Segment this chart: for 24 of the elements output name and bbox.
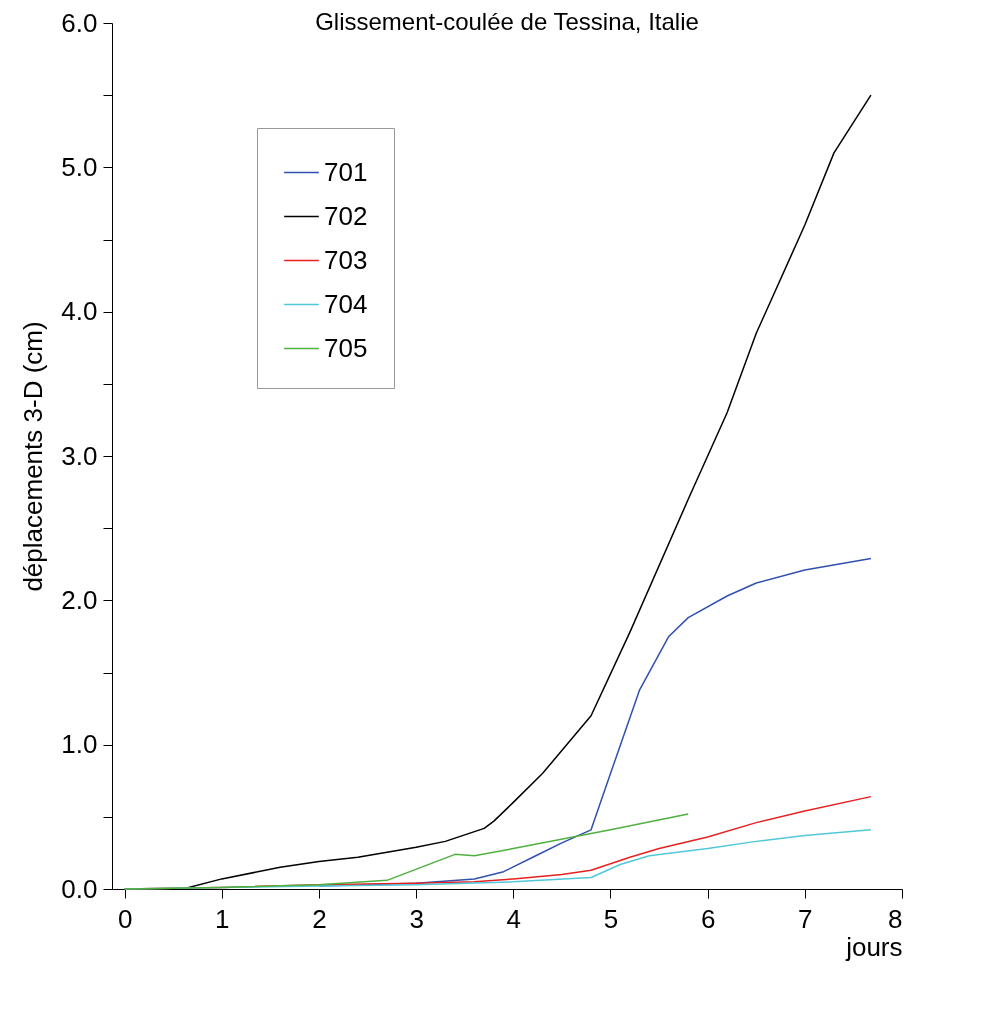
legend-label: 701 [324,156,368,187]
y-tick-label: 0.0 [61,873,98,904]
y-tick-label: 6.0 [61,7,98,38]
x-tick-label: 2 [312,903,327,934]
x-tick-label: 5 [603,903,619,934]
legend-label: 704 [324,288,368,319]
legend-label: 705 [324,332,368,363]
x-tick-label: 0 [117,903,133,934]
chart-title: Glissement-coulée de Tessina, Italie [315,8,699,35]
y-tick-label: 3.0 [61,440,98,471]
y-axis-title: déplacements 3-D (cm) [18,321,49,592]
x-tick-label: 7 [798,903,813,934]
x-tick-label: 4 [506,903,522,934]
y-tick-label: 2.0 [61,584,98,615]
x-tick-label: 3 [409,903,424,934]
x-tick-label: 8 [888,903,903,934]
x-tick-label: 6 [700,903,716,934]
legend-label: 703 [324,244,368,275]
legend-label: 702 [324,200,368,231]
y-tick-label: 1.0 [61,729,98,760]
x-tick-label: 1 [215,903,230,934]
y-tick-label: 4.0 [61,296,98,327]
y-tick-label: 5.0 [61,151,98,182]
x-axis-title: jours [845,931,903,962]
